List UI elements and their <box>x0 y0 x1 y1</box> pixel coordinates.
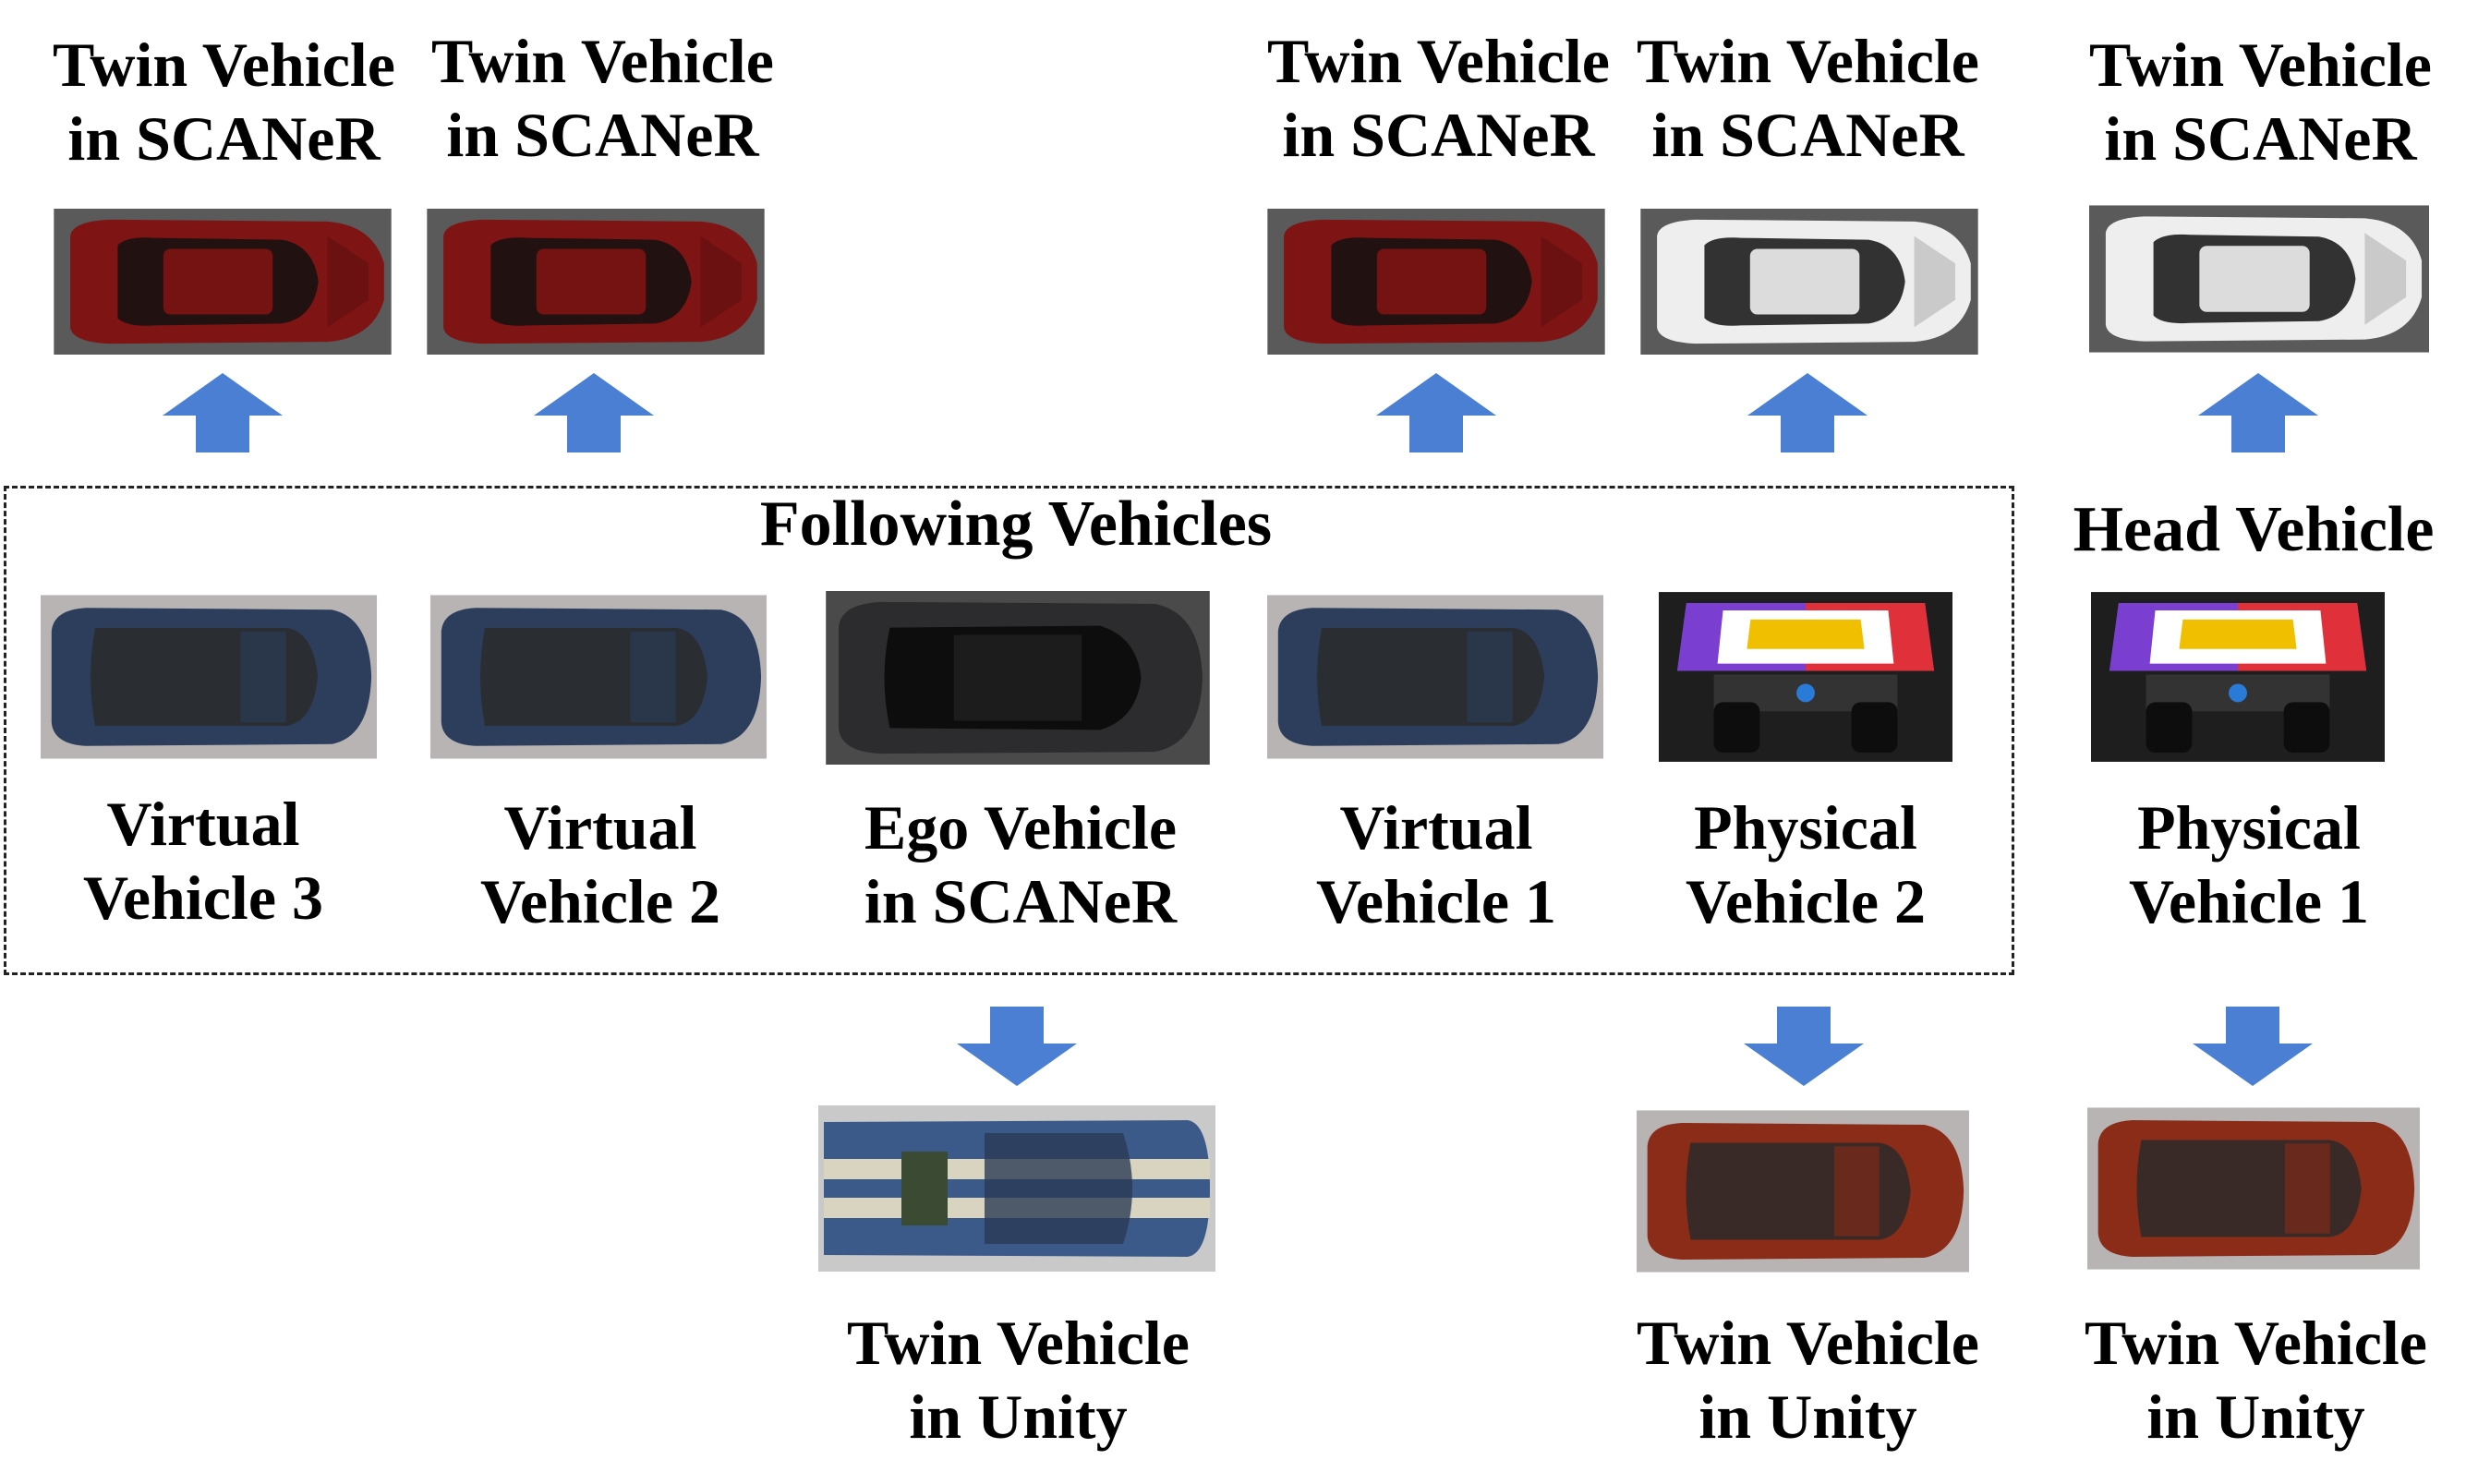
arrow-down-icon <box>1744 1007 1864 1086</box>
twin-scaner-label: Twin Vehicle in SCANeR <box>2089 30 2432 174</box>
arrow-up-icon <box>1747 373 1868 452</box>
arrow-down-icon <box>2193 1007 2313 1086</box>
robot-car-icon <box>2091 591 2385 763</box>
virtual-car-icon <box>1267 593 1603 761</box>
rust-car-icon <box>2087 1104 2420 1273</box>
twin-scaner-label: Twin Vehicle in SCANeR <box>1637 26 1979 170</box>
vehicle-label: Physical Vehicle 2 <box>1685 792 1926 936</box>
arrow-up-icon <box>163 373 283 452</box>
arrow-up-icon <box>2198 373 2318 452</box>
robot-car-icon <box>1659 591 1952 763</box>
vehicle-label: Virtual Vehicle 1 <box>1315 792 1556 936</box>
red-sedan-icon <box>52 209 393 355</box>
twin-unity-label: Twin Vehicle in Unity <box>1637 1308 1979 1452</box>
virtual-car-icon <box>430 593 767 761</box>
rust-car-icon <box>1637 1108 1969 1274</box>
head-vehicle-title: Head Vehicle <box>2073 494 2435 565</box>
vehicle-label: Virtual Vehicle 3 <box>82 789 323 933</box>
vehicle-label: Physical Vehicle 1 <box>2128 792 2369 936</box>
ego-car-icon <box>824 591 1212 765</box>
arrow-up-icon <box>534 373 654 452</box>
red-sedan-icon <box>1265 209 1607 355</box>
arrow-down-icon <box>957 1007 1077 1086</box>
arrow-up-icon <box>1376 373 1496 452</box>
vehicle-label: Ego Vehicle in SCANeR <box>864 792 1178 936</box>
muscle-car-icon <box>818 1104 1215 1273</box>
following-vehicles-box <box>4 486 2014 975</box>
twin-scaner-label: Twin Vehicle in SCANeR <box>53 30 395 174</box>
virtual-car-icon <box>41 593 377 761</box>
red-sedan-icon <box>425 209 767 355</box>
vehicle-label: Virtual Vehicle 2 <box>479 792 720 936</box>
white-sedan-icon <box>1638 209 1980 355</box>
twin-unity-label: Twin Vehicle in Unity <box>2085 1308 2427 1452</box>
twin-unity-label: Twin Vehicle in Unity <box>847 1308 1190 1452</box>
twin-scaner-label: Twin Vehicle in SCANeR <box>431 26 774 170</box>
following-vehicles-title: Following Vehicles <box>759 489 1273 560</box>
twin-scaner-label: Twin Vehicle in SCANeR <box>1267 26 1610 170</box>
white-sedan-icon <box>2089 205 2429 353</box>
